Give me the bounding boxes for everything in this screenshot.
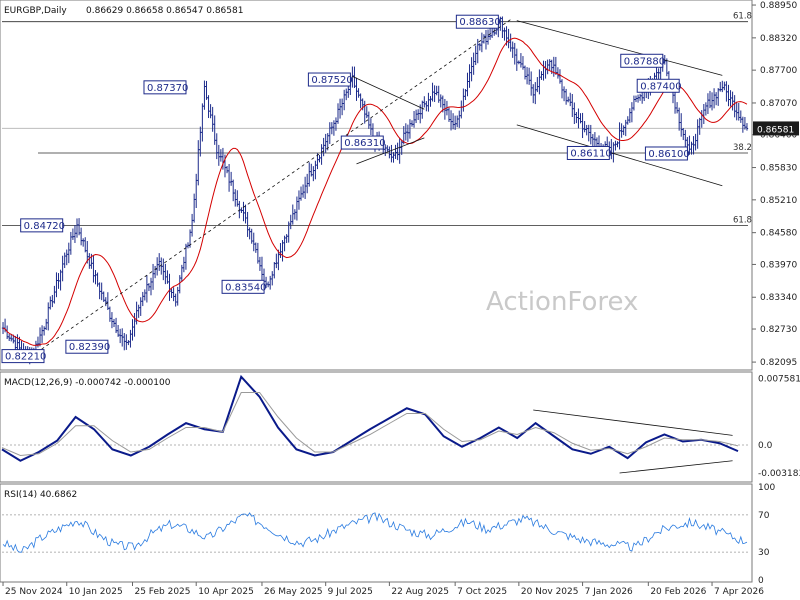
macd-upper-trend (533, 409, 733, 436)
price-axis: 0.88950 0.88320 0.87700 0.87070 0.86460 0.858… (752, 1, 799, 368)
price-tick-label: 0.87070 (760, 99, 797, 109)
price-label-text: 0.87520 (311, 75, 352, 86)
time-tick-label: 9 Jul 2025 (328, 587, 373, 597)
rsi-lines (2, 512, 748, 553)
triangle-lower-line (356, 137, 425, 165)
time-tick-label: 10 Apr 2025 (198, 587, 254, 597)
time-tick-label: 7 Jan 2026 (585, 587, 633, 597)
rsi-tick-label: 70 (758, 511, 770, 521)
price-label-box (340, 135, 384, 150)
price-label-text: 0.88630 (459, 17, 500, 28)
price-label-box (620, 53, 664, 68)
price-labels: 0.82210 0.82390 0.84720 0.87370 0.83540 0.875… (1, 14, 690, 364)
current-price-label: 0.86581 (757, 125, 794, 135)
time-tick-label: 25 Feb 2025 (134, 587, 190, 597)
price-label-box (455, 14, 499, 29)
time-tick-label: 7 Oct 2025 (457, 587, 507, 597)
rsi-line (2, 512, 748, 553)
price-tick-label: 0.83340 (760, 293, 797, 303)
price-label-box (566, 145, 610, 160)
price-panel: EURGBP,Daily 0.86629 0.86658 0.86547 0.8… (0, 0, 753, 371)
fib-label: 61.8 (733, 215, 752, 225)
time-tick-label: 7 Apr 2026 (714, 587, 764, 597)
price-grid: 61.8 38.2 61.8 (2, 12, 752, 226)
fib-label: 61.8 (733, 12, 752, 22)
price-symbol-label: EURGBP,Daily (4, 6, 67, 16)
time-tick-label: 20 Feb 2026 (650, 587, 706, 597)
price-label-text: 0.87400 (640, 81, 681, 92)
price-label-text: 0.86310 (344, 138, 385, 149)
rsi-panel-frame (0, 483, 753, 583)
moving-average-line (2, 37, 748, 346)
price-label-text: 0.82210 (5, 352, 46, 363)
time-tick-label: 22 Aug 2025 (391, 587, 449, 597)
rsi-tick-label: 100 (758, 483, 775, 493)
price-label-box (307, 72, 351, 87)
channel-lower-line (516, 124, 723, 187)
triangle-upper-line (352, 76, 425, 110)
price-label-text: 0.86100 (648, 149, 689, 160)
price-label-box (143, 80, 187, 95)
price-label-box (644, 146, 688, 161)
price-tick-label: 0.86460 (760, 131, 797, 141)
price-label-text: 0.83540 (225, 282, 266, 293)
price-label-text: 0.87880 (624, 56, 665, 67)
macd-signal-line (1, 392, 739, 457)
rsi-tick-label: 0 (758, 576, 764, 586)
price-ohlc-label: 0.86629 0.86658 0.86547 0.86581 (86, 6, 243, 16)
price-tick-label: 0.88320 (760, 34, 797, 44)
price-tick-label: 0.82730 (760, 325, 797, 335)
price-label-box (1, 349, 45, 364)
macd-panel-frame (0, 371, 753, 483)
price-label-text: 0.87370 (147, 83, 188, 94)
price-label-text: 0.82390 (69, 342, 110, 353)
current-price-box (753, 121, 799, 136)
macd-panel: MACD(12,26,9) -0.000742 -0.000100 (0, 371, 753, 483)
price-bars (1, 16, 749, 365)
price-label-box (65, 339, 109, 354)
macd-axis: 0.007581 0.0 -0.003183 (758, 375, 800, 479)
moving-average (2, 37, 748, 346)
channel-upper-line (516, 20, 723, 76)
price-label-text: 0.86110 (570, 148, 611, 159)
rsi-title: RSI(14) 40.6862 (4, 490, 77, 500)
rsi-axis: 100 70 30 0 (758, 483, 775, 586)
time-axis: 25 Nov 2024 10 Jan 2025 25 Feb 2025 10 Apr … (2, 582, 764, 597)
macd-tick-label: 0.007581 (758, 375, 800, 385)
price-label-box (221, 279, 265, 294)
price-label-box (636, 78, 680, 93)
macd-tick-label: -0.003183 (758, 469, 800, 479)
price-tick-label: 0.85830 (760, 164, 797, 174)
time-tick-label: 20 Nov 2025 (521, 587, 579, 597)
rsi-panel: RSI(14) 40.6862 (0, 483, 753, 583)
dashed-uptrend-line (31, 17, 513, 357)
price-tick-label: 0.82095 (760, 358, 797, 368)
macd-lower-trend (619, 460, 733, 474)
rsi-tick-label: 30 (758, 548, 770, 558)
price-label-box (20, 218, 64, 233)
price-tick-label: 0.85210 (760, 196, 797, 206)
price-tick-label: 0.88950 (760, 1, 797, 11)
price-tick-label: 0.87700 (760, 66, 797, 76)
price-label-text: 0.84720 (24, 221, 65, 232)
trend-lines (31, 17, 723, 357)
price-tick-label: 0.84580 (760, 229, 797, 239)
macd-tick-label: 0.0 (758, 441, 773, 451)
watermark: ActionForex (486, 287, 638, 317)
fib-label: 38.2 (733, 143, 752, 153)
time-tick-label: 10 Jan 2025 (69, 587, 123, 597)
macd-title: MACD(12,26,9) -0.000742 -0.000100 (4, 378, 171, 388)
macd-lines (1, 374, 748, 474)
price-tick-label: 0.83970 (760, 260, 797, 270)
time-tick-label: 25 Nov 2024 (5, 587, 63, 597)
time-tick-label: 26 May 2025 (264, 587, 323, 597)
